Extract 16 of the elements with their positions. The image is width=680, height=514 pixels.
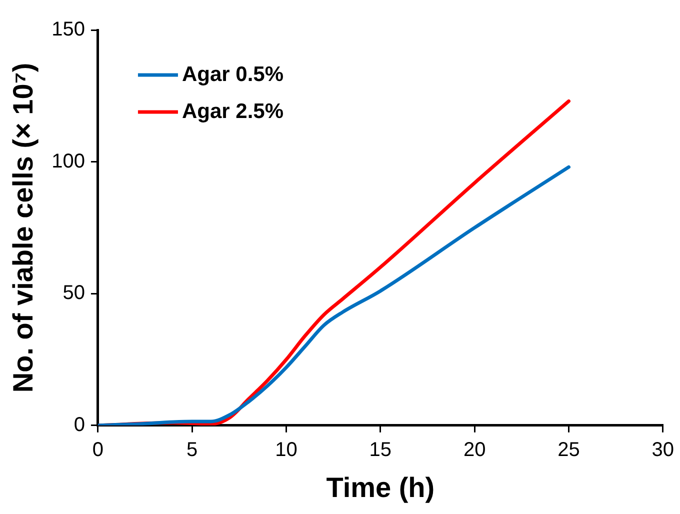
x-tick-label: 0 xyxy=(92,438,104,461)
y-tick-label: 100 xyxy=(52,150,85,172)
y-tick-label: 50 xyxy=(62,282,85,304)
x-tick-label: 30 xyxy=(652,438,674,461)
x-tick-label: 10 xyxy=(275,438,298,461)
legend-label: Agar 0.5% xyxy=(182,62,284,86)
legend-label: Agar 2.5% xyxy=(182,100,284,123)
x-axis-title: Time (h) xyxy=(326,472,435,503)
y-tick-label: 150 xyxy=(52,18,85,41)
x-tick-label: 15 xyxy=(369,438,392,461)
line-series xyxy=(98,165,570,426)
y-tick-label: 0 xyxy=(74,414,85,436)
x-tick-label: 25 xyxy=(558,438,580,461)
x-tick-label: 20 xyxy=(463,438,486,461)
x-tick-label: 5 xyxy=(186,438,198,461)
y-axis-title: No. of viable cells (× 10⁷) xyxy=(8,62,39,393)
